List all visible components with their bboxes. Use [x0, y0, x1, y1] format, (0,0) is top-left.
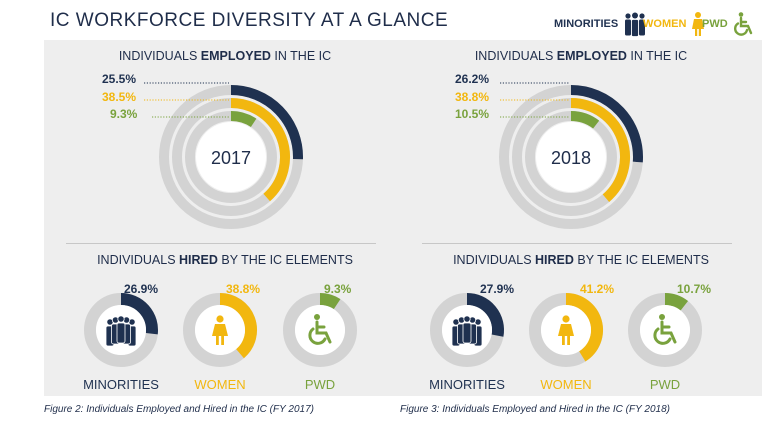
divider	[422, 243, 732, 244]
panel-2018: INDIVIDUALS EMPLOYED IN THE IC 2018 26.2…	[400, 40, 762, 396]
year-label: 2018	[551, 148, 591, 168]
wheelchair-icon	[308, 314, 332, 345]
hired-name-minorities: MINORITIES	[429, 377, 505, 392]
legend-label-minorities: MINORITIES	[554, 18, 619, 30]
page-title: IC WORKFORCE DIVERSITY AT A GLANCE	[50, 10, 449, 31]
hired-arc-women	[565, 293, 603, 362]
caption-2018: Figure 3: Individuals Employed and Hired…	[400, 404, 670, 415]
hired-arc-pwd	[664, 293, 689, 311]
center-disc	[536, 122, 606, 192]
hired-arc-minorities	[466, 293, 504, 337]
hired-title: INDIVIDUALS HIRED BY THE IC ELEMENTS	[453, 253, 709, 267]
hired-arc-pwd	[319, 293, 341, 310]
hired-label-pwd: 9.3%	[324, 282, 352, 296]
employed-label-women: 38.8%	[455, 90, 490, 104]
hired-label-minorities: 27.9%	[480, 282, 515, 296]
woman-icon	[212, 315, 228, 345]
woman-icon	[692, 12, 705, 36]
ring-chart-2017: 2017	[84, 82, 357, 367]
hired-label-pwd: 10.7%	[677, 282, 712, 296]
woman-icon	[558, 315, 574, 345]
legend-label-pwd: PWD	[702, 18, 728, 30]
employed-label-minorities: 26.2%	[455, 72, 490, 86]
employed-label-women: 38.5%	[102, 90, 137, 104]
legend-women: WOMEN	[643, 10, 706, 38]
people-icon	[451, 315, 483, 347]
hired-name-pwd: PWD	[649, 377, 681, 392]
year-label: 2017	[211, 148, 251, 168]
hired-name-women: WOMEN	[194, 377, 246, 392]
employed-title: INDIVIDUALS EMPLOYED IN THE IC	[118, 49, 332, 63]
hired-label-minorities: 26.9%	[124, 282, 159, 296]
divider	[66, 243, 376, 244]
people-icon	[105, 315, 137, 347]
people-icon	[625, 12, 646, 37]
employed-label-minorities: 25.5%	[102, 72, 137, 86]
caption-2017: Figure 2: Individuals Employed and Hired…	[44, 404, 314, 415]
employed-arc-women	[570, 98, 630, 202]
hired-label-women: 41.2%	[580, 282, 615, 296]
wheelchair-icon	[653, 314, 677, 345]
hired-name-pwd: PWD	[304, 377, 336, 392]
employed-arc-minorities	[570, 85, 643, 163]
hired-name-women: WOMEN	[540, 377, 592, 392]
ring-chart-2018: 2018	[430, 82, 702, 367]
employed-arc-women	[230, 98, 290, 202]
wheelchair-icon	[733, 12, 752, 36]
hired-name-minorities: MINORITIES	[83, 377, 159, 392]
legend-minorities: MINORITIES	[554, 10, 648, 38]
employed-label-pwd: 9.3%	[110, 107, 138, 121]
employed-title: INDIVIDUALS EMPLOYED IN THE IC	[474, 49, 688, 63]
hired-title: INDIVIDUALS HIRED BY THE IC ELEMENTS	[97, 253, 353, 267]
employed-arc-pwd	[570, 111, 600, 129]
employed-arc-minorities	[230, 85, 303, 160]
center-disc	[196, 122, 266, 192]
hired-center-pwd	[640, 305, 690, 355]
legend-label-women: WOMEN	[643, 18, 687, 30]
hired-center-pwd	[295, 305, 345, 355]
employed-arc-pwd	[230, 111, 257, 128]
hired-arc-minorities	[120, 293, 158, 335]
hired-label-women: 38.8%	[226, 282, 261, 296]
panel-2017: INDIVIDUALS EMPLOYED IN THE IC 2017 25.5…	[44, 40, 406, 396]
hired-arc-women	[219, 293, 257, 359]
employed-label-pwd: 10.5%	[455, 107, 490, 121]
legend-pwd: PWD	[702, 10, 756, 38]
